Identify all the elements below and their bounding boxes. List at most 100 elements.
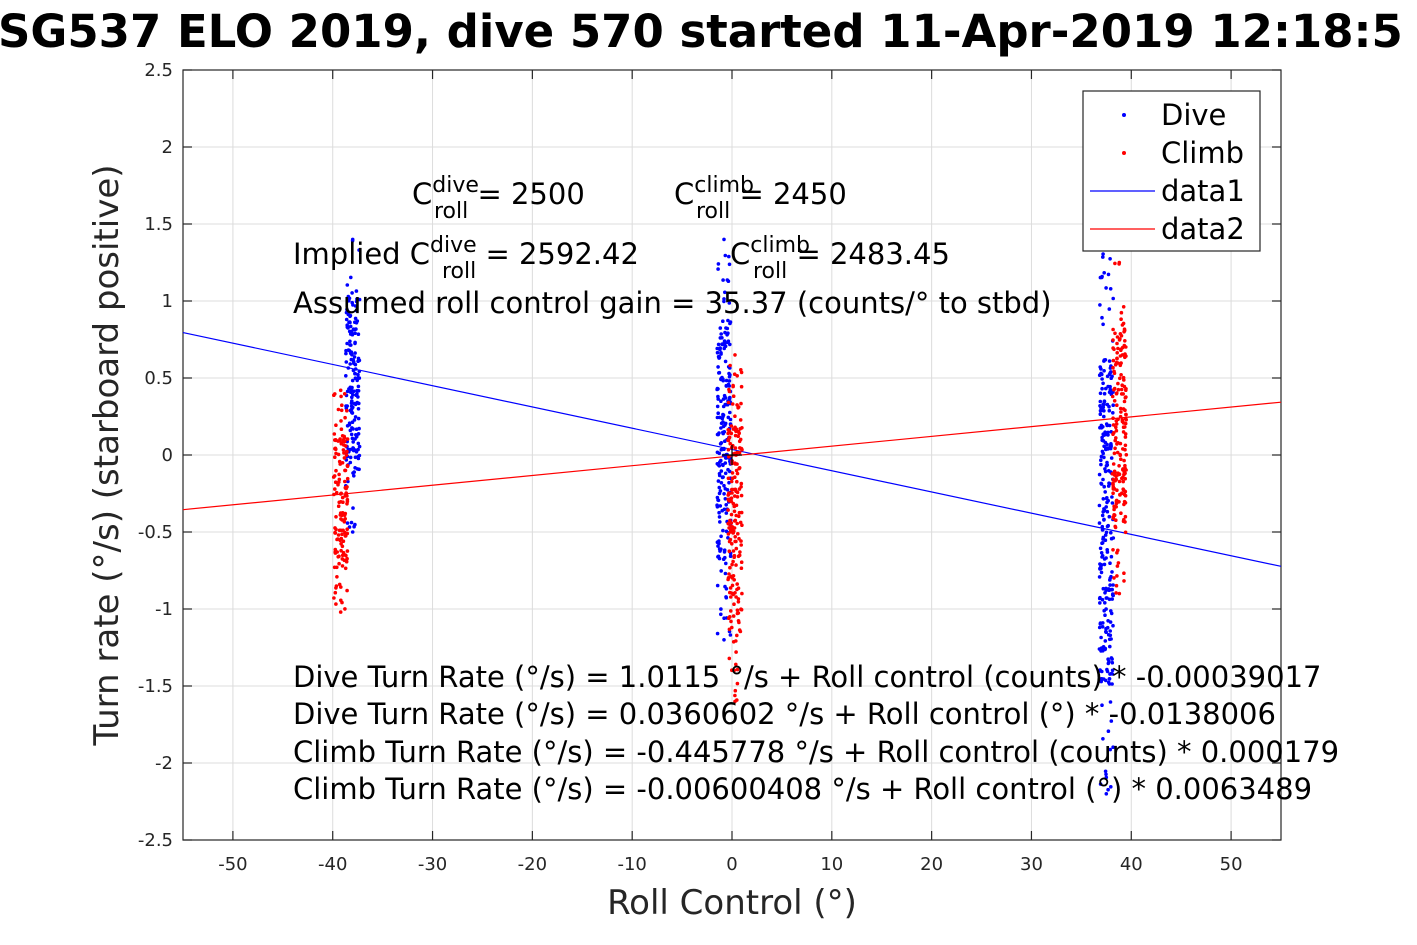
legend-label-climb: Climb [1161,136,1244,170]
point-dive [350,530,355,534]
point-dive [1101,497,1106,501]
point-dive [347,423,352,427]
point-dive [727,262,732,267]
point-climb [727,387,731,392]
point-climb [737,450,742,455]
point-climb [1116,346,1120,351]
point-climb [737,510,742,515]
point-climb [1113,261,1117,266]
point-climb [728,565,732,570]
point-dive [1100,528,1105,532]
point-climb [1117,464,1121,468]
legend-label-data1: data1 [1161,174,1245,208]
x-axis-label: Roll Control (°) [607,883,857,923]
point-dive [1110,495,1114,499]
point-dive [1102,391,1107,396]
point-climb [1113,446,1117,451]
point-climb [726,508,730,512]
point-dive [1106,447,1110,451]
point-dive [345,521,350,525]
point-dive [1109,554,1114,559]
point-climb [342,456,347,460]
point-dive [348,339,352,344]
point-dive [1102,562,1107,567]
point-dive [1097,575,1102,579]
point-dive [353,371,357,376]
x-tick-label: 50 [1220,854,1243,875]
point-dive [1103,613,1107,617]
point-dive [1098,412,1103,417]
point-climb [734,650,738,654]
point-dive [727,397,732,401]
point-climb [332,596,336,600]
point-dive [728,633,733,637]
point-dive [1108,747,1112,752]
point-dive [716,463,721,467]
point-dive [1099,649,1103,653]
implied-dive-sup: dive [430,233,477,258]
point-dive [1101,586,1106,591]
point-dive [728,410,732,415]
point-climb [729,479,734,484]
point-climb [1111,548,1115,552]
point-climb [1114,425,1118,430]
point-climb [343,566,348,571]
point-dive [1102,484,1106,489]
point-climb [340,544,345,549]
point-dive [352,524,356,529]
point-climb [738,418,743,422]
point-climb [1115,335,1120,339]
point-climb [1122,502,1126,507]
point-climb [1116,387,1121,392]
point-dive [1103,591,1107,595]
point-dive [1111,745,1115,749]
point-dive [1111,296,1115,301]
point-climb [726,577,730,582]
point-dive [1100,597,1105,602]
point-climb [1112,347,1116,352]
point-dive [349,275,353,280]
point-climb [1114,591,1118,595]
point-climb [734,468,739,473]
x-tick-label: 20 [920,854,943,875]
point-dive [715,583,720,588]
point-climb [740,523,744,527]
point-climb [733,699,737,704]
point-climb [337,472,341,477]
point-climb [1115,574,1119,578]
point-climb [334,468,338,473]
point-climb [337,459,342,464]
point-dive [1109,637,1113,641]
point-climb [729,595,733,599]
point-climb [1115,564,1120,568]
implied-climb-sub: roll [753,259,787,284]
point-dive [1103,467,1107,471]
point-dive [1108,578,1112,582]
point-climb [726,438,730,442]
point-climb [740,426,744,430]
point-dive [1109,719,1114,723]
point-climb [343,415,347,420]
point-climb [737,620,741,625]
point-dive [349,350,354,354]
point-climb [340,495,345,500]
point-climb [733,462,738,466]
point-dive [352,474,356,478]
point-climb [726,400,731,405]
point-dive [346,479,350,484]
point-dive [1106,729,1111,733]
point-climb [334,586,338,590]
y-tick-label: 2 [162,137,173,158]
point-dive [1103,769,1108,774]
point-dive [1110,593,1115,597]
point-dive [346,366,351,370]
point-dive [716,544,720,548]
point-climb [1121,487,1125,492]
point-climb [739,566,744,570]
point-climb [1119,310,1124,315]
y-tick-label: -2.5 [138,830,173,851]
point-climb [732,553,737,558]
point-climb [727,616,731,620]
point-dive [1108,561,1112,565]
point-dive [1104,775,1109,780]
